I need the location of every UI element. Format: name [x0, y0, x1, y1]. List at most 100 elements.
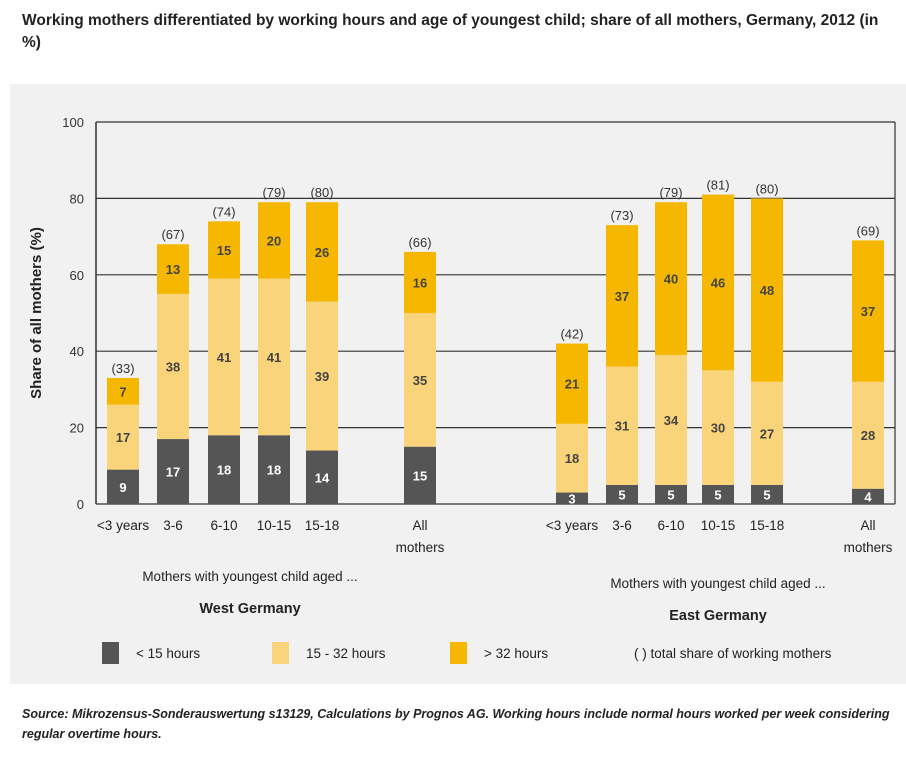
- bar-total-label: (80): [310, 185, 333, 200]
- stacked-bar-chart: 0 20 40 60 80 100 Share of all mothers (%) 9 17 7…: [28, 115, 896, 664]
- bar-value-label: 46: [711, 275, 725, 290]
- bar-value-label: 41: [267, 350, 281, 365]
- bar-segment-mid: [852, 381, 884, 489]
- bar-segment-lt15: [751, 484, 783, 504]
- bar-value-label: 15: [413, 468, 427, 483]
- bar-value-label: 3: [568, 491, 575, 506]
- y-axis-label: Share of all mothers (%): [28, 227, 45, 399]
- bar-value-label: 28: [861, 428, 875, 443]
- bar-total-label: (80): [755, 181, 778, 196]
- x-tick-label: 15-18: [305, 518, 340, 533]
- bar-segment-mid: [702, 370, 734, 485]
- y-tick-label: 20: [70, 421, 84, 436]
- x-tick-label: All: [412, 518, 427, 533]
- bar-total-label: (42): [560, 327, 583, 342]
- bar-total-label: (79): [659, 185, 682, 200]
- bar-value-label: 9: [119, 480, 126, 495]
- bar-value-label: 16: [413, 275, 427, 290]
- bar-segment-mid: [655, 355, 687, 485]
- x-tick-label: <3 years: [546, 518, 598, 533]
- legend-swatch-gt32: [450, 642, 467, 664]
- bar-segment-gt32: [556, 343, 588, 424]
- bar-value-label: 26: [315, 245, 329, 260]
- bar-segment-gt32: [258, 202, 290, 279]
- bar-segment-lt15: [404, 446, 436, 504]
- y-tick-label: 60: [70, 268, 84, 283]
- bar-value-label: 31: [615, 419, 629, 434]
- bar-segment-gt32: [751, 198, 783, 382]
- bar-value-label: 38: [166, 359, 180, 374]
- bar-segment-lt15: [107, 469, 139, 504]
- bar-total-label: (69): [856, 223, 879, 238]
- bar-total-label: (79): [262, 185, 285, 200]
- bar-segment-gt32: [208, 221, 240, 279]
- x-tick-label: All: [860, 518, 875, 533]
- x-tick-label: 3-6: [612, 518, 632, 533]
- bar-value-label: 4: [864, 489, 872, 504]
- x-tick-label: mothers: [396, 540, 445, 555]
- bar-segment-mid: [306, 301, 338, 451]
- bar-value-label: 27: [760, 426, 774, 441]
- y-tick-label: 100: [62, 115, 84, 130]
- bar-segment-lt15: [702, 484, 734, 504]
- x-tick-label: 10-15: [701, 518, 736, 533]
- y-tick-label: 80: [70, 191, 84, 206]
- bar-value-label: 37: [861, 304, 875, 319]
- bar-segment-mid: [157, 293, 189, 440]
- bar-value-label: 5: [763, 487, 770, 502]
- bar-segment-gt32: [404, 251, 436, 313]
- bar-value-label: 7: [119, 384, 126, 399]
- source-note: Source: Mikrozensus-Sonderauswertung s13…: [22, 707, 890, 741]
- bar-value-label: 20: [267, 233, 281, 248]
- x-tick-label: 6-10: [657, 518, 684, 533]
- bar-value-label: 17: [116, 430, 130, 445]
- x-tick-label: 10-15: [257, 518, 292, 533]
- bar-value-label: 40: [664, 272, 678, 287]
- bar-segment-mid: [208, 278, 240, 436]
- legend-label-mid: 15 - 32 hours: [306, 646, 386, 661]
- bar-value-label: 18: [217, 463, 231, 478]
- bar-total-label: (81): [706, 178, 729, 193]
- bar-segment-lt15: [306, 450, 338, 504]
- group-caption: Mothers with youngest child aged ...: [610, 576, 825, 591]
- legend-swatch-lt15: [102, 642, 119, 664]
- bar-value-label: 41: [217, 350, 231, 365]
- bar-segment-lt15: [208, 435, 240, 504]
- legend-swatch-mid: [272, 642, 289, 664]
- bar-value-label: 14: [315, 470, 330, 485]
- bar-total-label: (74): [212, 204, 235, 219]
- bar-segment-mid: [751, 381, 783, 485]
- bar-segment-lt15: [606, 484, 638, 504]
- bar-total-label: (73): [610, 208, 633, 223]
- bar-segment-gt32: [702, 194, 734, 371]
- bar-segment-mid: [606, 366, 638, 485]
- bar-value-label: 34: [664, 413, 679, 428]
- bar-total-label: (66): [408, 235, 431, 250]
- group-name: East Germany: [669, 608, 767, 624]
- legend-label-lt15: < 15 hours: [136, 646, 200, 661]
- bar-segment-lt15: [258, 435, 290, 504]
- bar-segment-gt32: [157, 244, 189, 294]
- x-tick-label: 15-18: [750, 518, 785, 533]
- bar-value-label: 17: [166, 465, 180, 480]
- bar-value-label: 18: [565, 451, 579, 466]
- bar-segment-lt15: [852, 488, 884, 504]
- group-caption: Mothers with youngest child aged ...: [142, 569, 357, 584]
- bar-total-label: (33): [111, 361, 134, 376]
- bar-value-label: 5: [618, 487, 625, 502]
- bar-value-label: 15: [217, 243, 231, 258]
- group-name: West Germany: [199, 601, 300, 617]
- chart-title: Working mothers differentiated by workin…: [22, 12, 879, 51]
- bar-segment-gt32: [107, 377, 139, 405]
- chart-panel: 0 20 40 60 80 100 Share of all mothers (%) 9 17 7…: [10, 84, 906, 684]
- bar-segment-lt15: [556, 492, 588, 504]
- bar-value-label: 18: [267, 463, 281, 478]
- bar-value-label: 21: [565, 377, 579, 392]
- y-tick-label: 40: [70, 344, 84, 359]
- x-tick-label: 3-6: [163, 518, 183, 533]
- bar-value-label: 35: [413, 373, 427, 388]
- bar-value-label: 37: [615, 289, 629, 304]
- bar-segment-mid: [404, 313, 436, 447]
- legend-label-total: ( ) total share of working mothers: [634, 646, 832, 661]
- bar-value-label: 48: [760, 283, 774, 298]
